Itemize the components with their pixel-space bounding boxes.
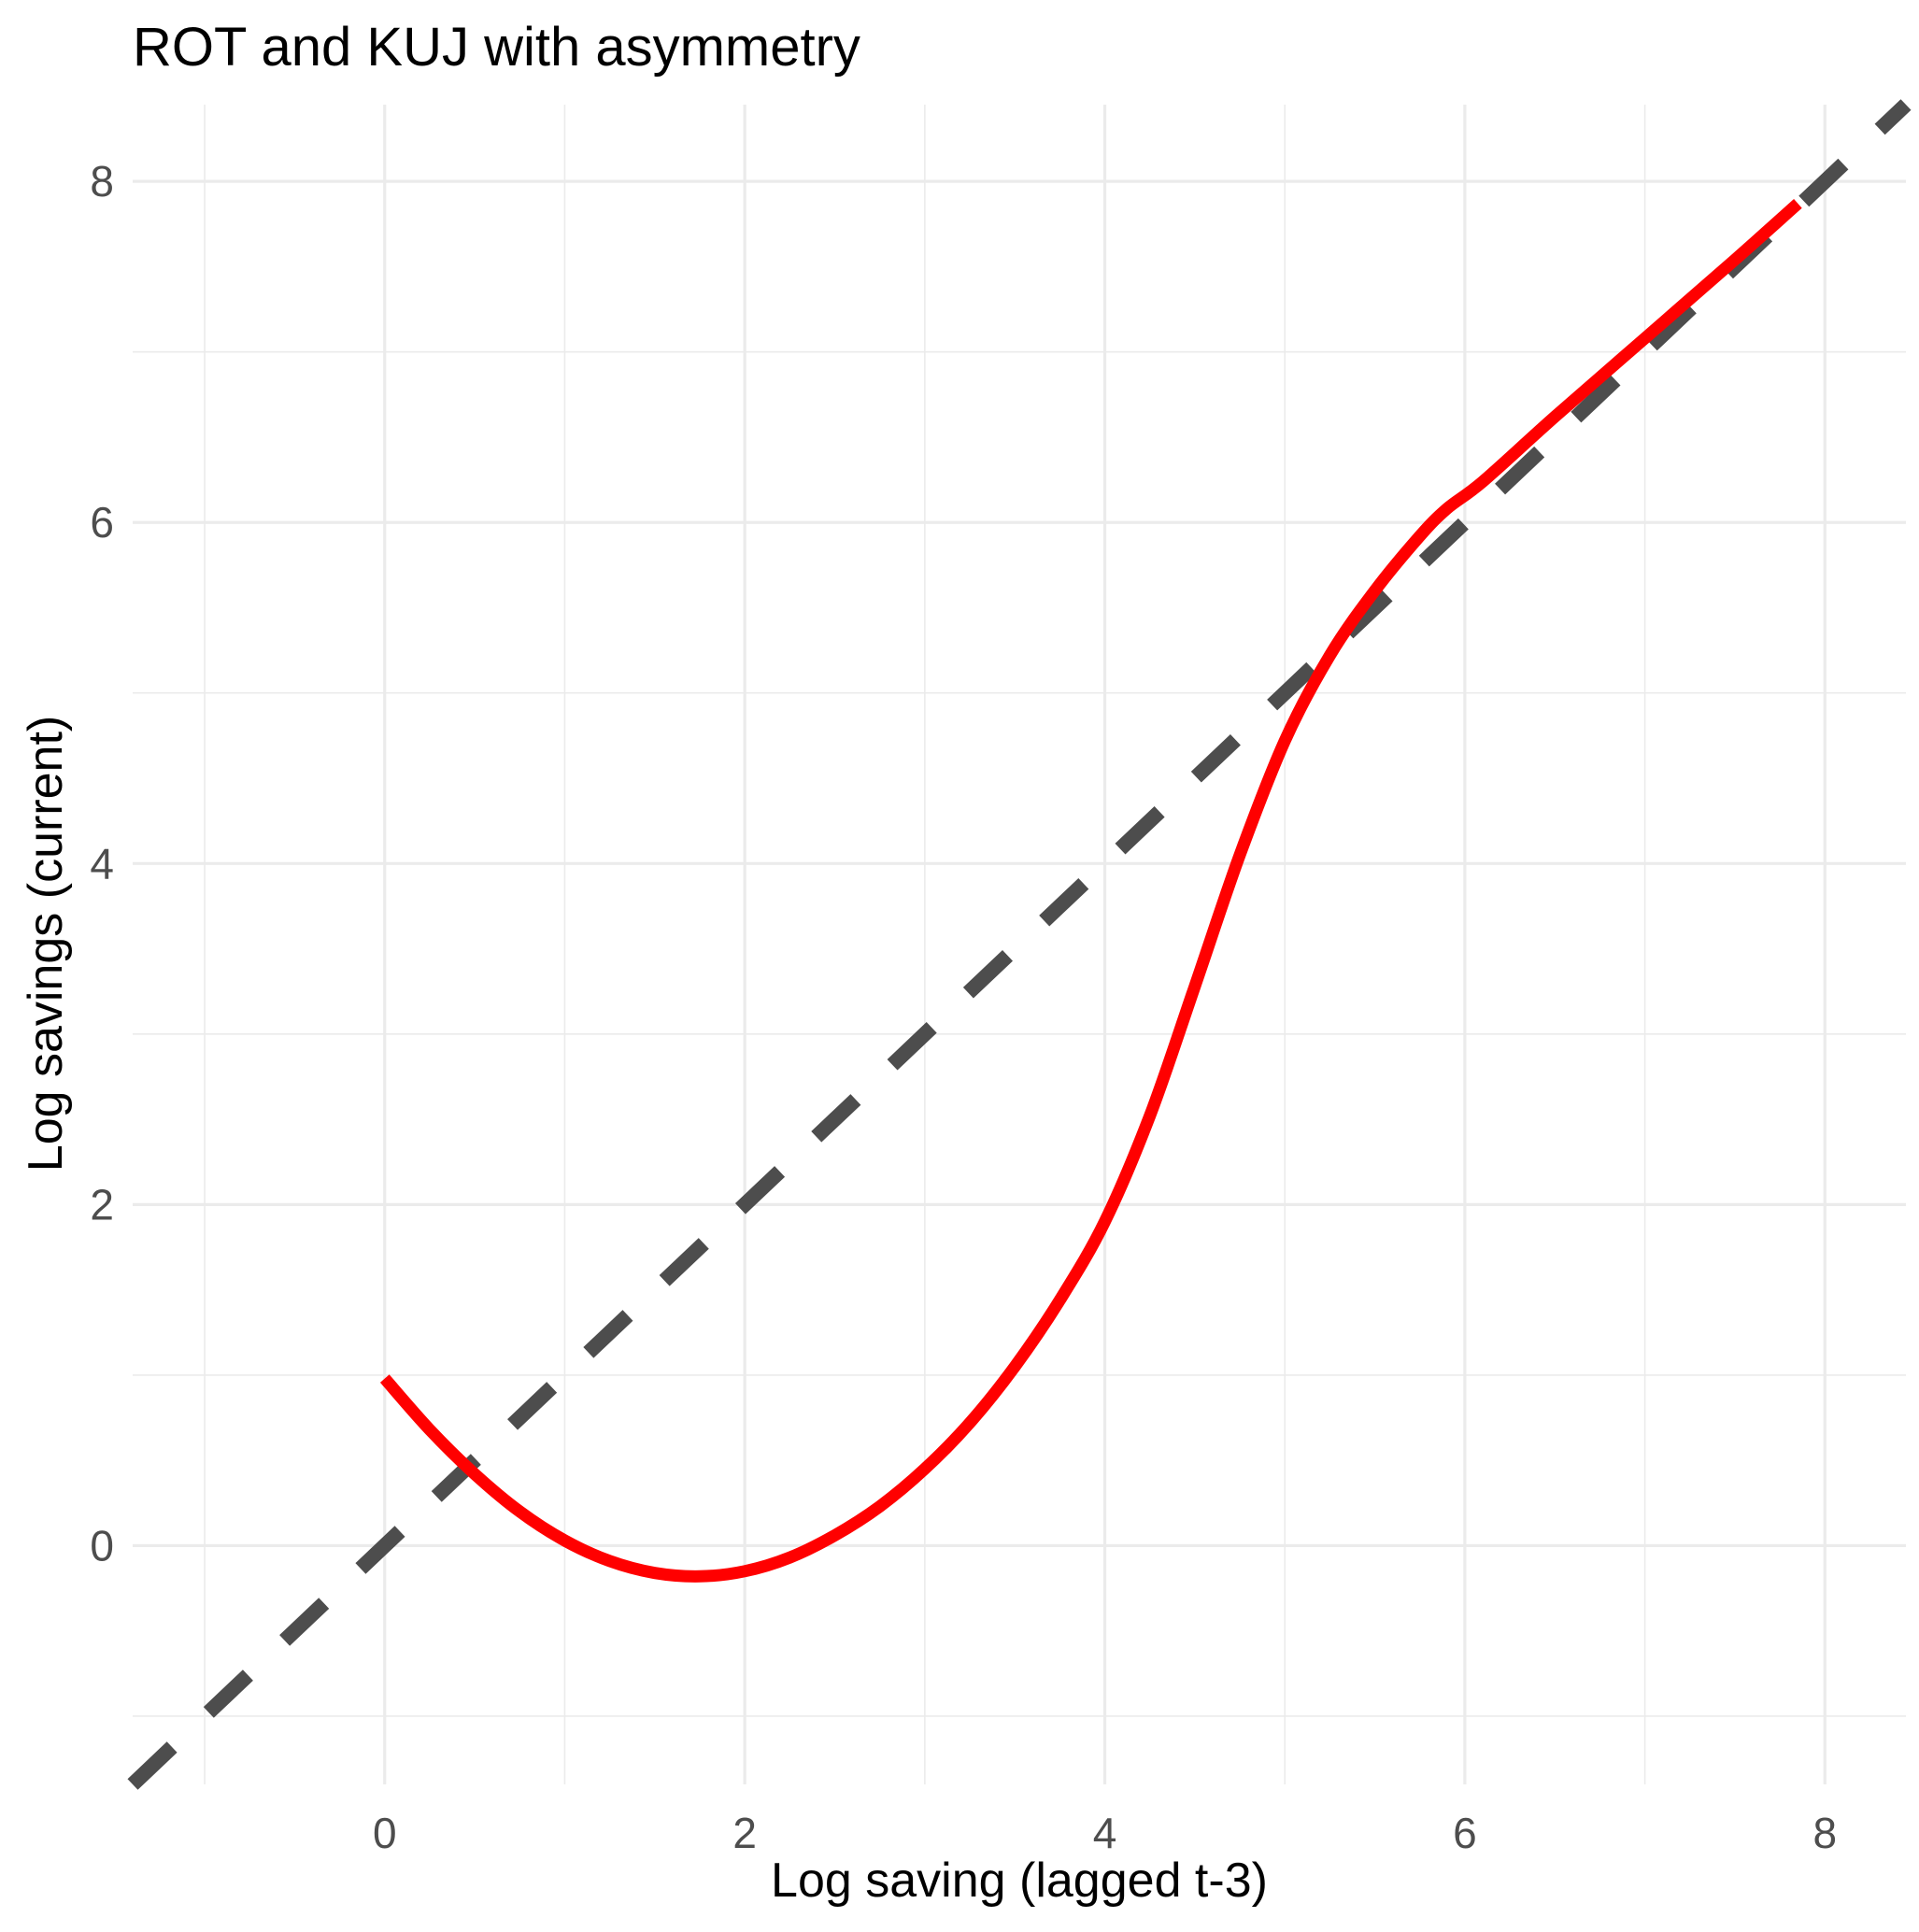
- x-axis-title: Log saving (lagged t-3): [771, 1854, 1268, 1908]
- x-tick-label: 8: [1812, 1809, 1837, 1857]
- y-tick-label: 2: [90, 1180, 114, 1229]
- series-line-dashed: [127, 99, 1912, 1790]
- grid: [133, 105, 1906, 1784]
- y-axis-title: Log savings (current): [19, 716, 73, 1172]
- x-tick-label: 0: [373, 1809, 397, 1857]
- y-tick-label: 8: [90, 157, 114, 206]
- tick-labels: 0 2 4 6 8 0 2 4 6 8: [90, 157, 1837, 1857]
- y-tick-label: 4: [90, 839, 114, 888]
- x-tick-label: 6: [1453, 1809, 1477, 1857]
- x-tick-label: 2: [732, 1809, 757, 1857]
- x-tick-label: 4: [1093, 1809, 1117, 1857]
- series-layer: [127, 99, 1912, 1790]
- series-line-red: [379, 199, 1802, 1583]
- chart-title: ROT and KUJ with asymmetry: [133, 17, 860, 78]
- y-tick-label: 6: [90, 498, 114, 547]
- y-tick-label: 0: [90, 1521, 114, 1570]
